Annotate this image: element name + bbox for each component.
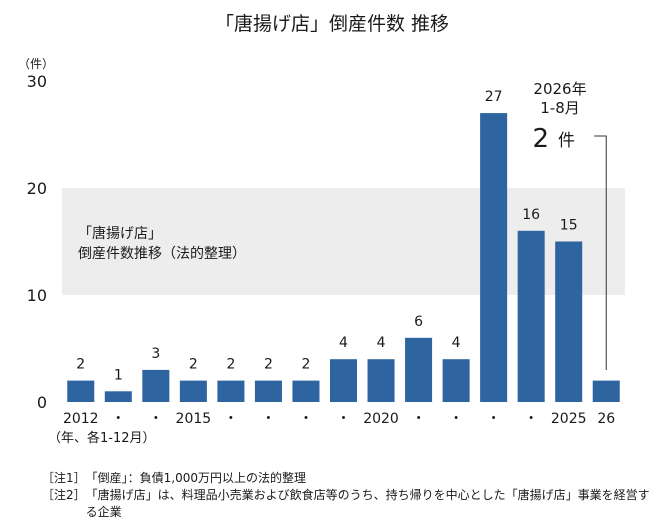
bar-2015 xyxy=(179,380,207,402)
footnotes: ［注1］ 「倒産」：負債1,000万円以上の法的整理 ［注2］ 「唐揚げ店」は、… xyxy=(42,470,658,521)
bar-2023 xyxy=(480,113,508,402)
footnote-text: 「唐揚げ店」は、料理品小売業および飲食店等のうち、持ち帰りを中心とした「唐揚げ店… xyxy=(85,488,650,519)
bar-2025 xyxy=(555,241,583,402)
bar-value-label: 15 xyxy=(560,218,578,234)
x-tick-label: 2012 xyxy=(63,411,99,427)
y-axis-unit: （件） xyxy=(18,57,54,71)
x-tick-label: 2015 xyxy=(176,411,212,427)
y-tick-label: 10 xyxy=(27,286,47,305)
chart-title: 「唐揚げ店」倒産件数 推移 xyxy=(215,13,449,35)
bar-2014 xyxy=(142,369,170,402)
footnote-tag: ［注2］ xyxy=(42,488,86,502)
x-tick-label: ・ xyxy=(449,411,463,427)
bar-value-label: 3 xyxy=(151,346,160,362)
bar-value-label: 2 xyxy=(76,357,85,373)
bar-2019 xyxy=(329,359,358,402)
bar-series: 2 1 3 2 2 2 2 4 4 6 4 27 16 15 xyxy=(67,89,620,402)
bar-value-label: 4 xyxy=(339,335,348,351)
x-tick-label: ・ xyxy=(224,411,238,427)
x-tick-label: ・ xyxy=(487,411,501,427)
band-label-line1: 「唐揚げ店」 xyxy=(78,225,162,242)
bar-2021 xyxy=(405,337,433,402)
bar-value-label: 2 xyxy=(302,357,311,373)
bar-26 xyxy=(592,380,620,402)
band-label-line2: 倒産件数推移（法的整理） xyxy=(78,246,246,262)
x-tick-label: ・ xyxy=(412,411,426,427)
footnote-text: 「倒産」：負債1,000万円以上の法的整理 xyxy=(85,471,306,485)
y-axis: 0 10 20 30 xyxy=(27,72,47,412)
footnote-2: ［注2］ 「唐揚げ店」は、料理品小売業および飲食店等のうち、持ち帰りを中心とした… xyxy=(42,487,658,521)
annotation-leader-line xyxy=(594,135,607,370)
x-tick-label: 2020 xyxy=(363,411,399,427)
x-tick-label: 26 xyxy=(597,411,615,427)
bar-2024 xyxy=(517,230,545,402)
x-tick-label: ・ xyxy=(524,411,538,427)
bar-chart: 「唐揚げ店」倒産件数 推移 （件） 「唐揚げ店」倒産件数推移（法的整理） 010… xyxy=(18,13,625,446)
bar-value-label: 1 xyxy=(114,367,123,383)
bar-2020 xyxy=(367,359,395,402)
bar-value-label: 2 xyxy=(226,357,235,373)
bar-2013 xyxy=(104,391,132,402)
bar-value-label: 16 xyxy=(522,207,540,223)
bar-value-label: 27 xyxy=(485,89,503,105)
x-tick-label: ・ xyxy=(261,411,275,427)
annotation-period: 1-8月 xyxy=(540,99,580,117)
x-tick-label: ・ xyxy=(149,411,163,427)
y-tick-label: 30 xyxy=(27,72,47,91)
bar-2017 xyxy=(254,380,282,402)
x-axis-sublabel: （年、各1-12月） xyxy=(48,430,156,446)
x-axis: 2012 ・ ・ 2015 ・ ・ ・ ・ 2020 ・ ・ ・ ・ 2025 26 xyxy=(63,411,615,427)
bar-2018 xyxy=(292,380,320,402)
bar-value-label: 2 xyxy=(189,357,198,373)
bar-value-label: 2 xyxy=(264,357,273,373)
bar-value-label: 6 xyxy=(414,314,423,330)
y-tick-label: 0 xyxy=(37,393,47,412)
annotation-unit: 件 xyxy=(558,131,575,151)
x-tick-label: ・ xyxy=(337,411,351,427)
x-tick-label: 2025 xyxy=(551,411,587,427)
x-tick-label: ・ xyxy=(111,411,125,427)
annotation-value: 2 xyxy=(532,124,549,154)
annotation-year: 2026年 xyxy=(533,80,586,98)
x-tick-label: ・ xyxy=(299,411,313,427)
bar-2016 xyxy=(217,380,245,402)
footnote-tag: ［注1］ xyxy=(42,471,86,485)
footnote-1: ［注1］ 「倒産」：負債1,000万円以上の法的整理 xyxy=(42,470,658,487)
y-tick-label: 20 xyxy=(27,179,47,198)
bar-2012 xyxy=(67,380,95,402)
bar-value-label: 4 xyxy=(452,335,461,351)
bar-value-label: 4 xyxy=(377,335,386,351)
bar-2022 xyxy=(442,359,470,402)
